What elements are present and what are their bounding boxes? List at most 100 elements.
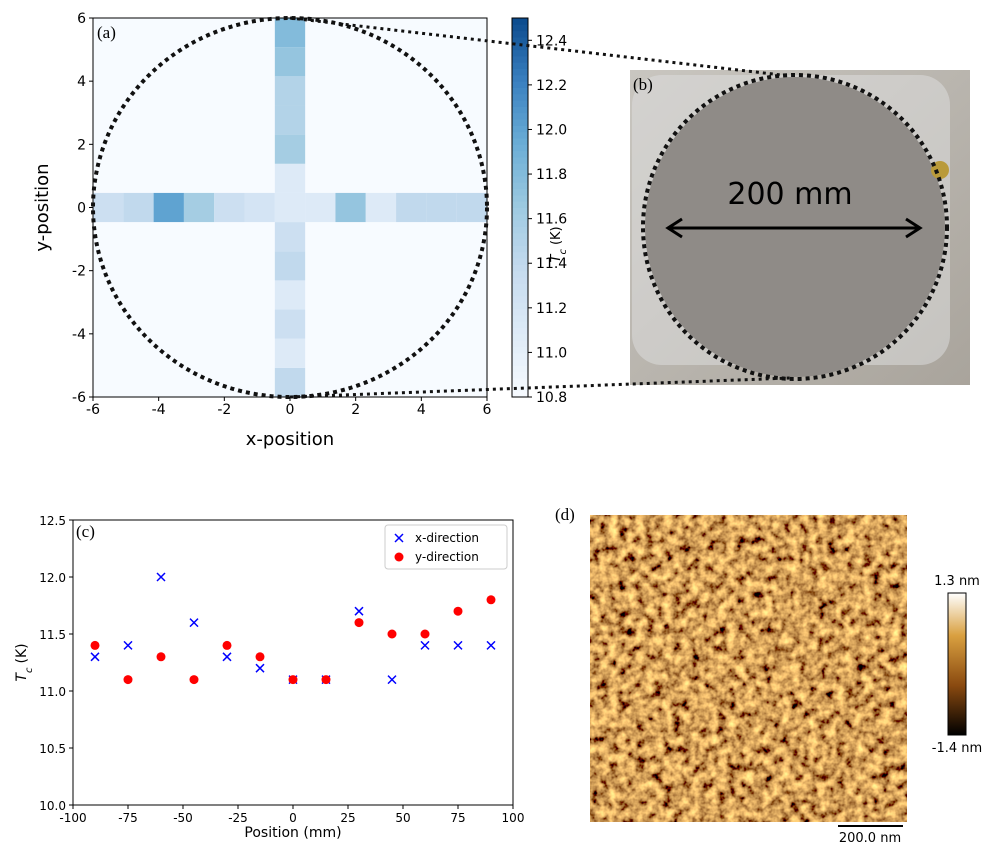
marker — [190, 675, 199, 684]
x-tick-label: 50 — [395, 811, 410, 825]
x-axis-label: Position (mm) — [244, 825, 341, 841]
colorbar-step — [512, 106, 528, 113]
colorbar-step — [512, 18, 528, 25]
panel-label: (c) — [76, 522, 95, 541]
label-subscript: c — [558, 249, 569, 255]
heatmap-cell — [457, 193, 487, 222]
colorbar-min: -1.4 nm — [932, 741, 982, 756]
legend-marker — [395, 553, 404, 562]
marker — [157, 652, 166, 661]
heatmap-cell — [275, 164, 305, 193]
colorbar-step — [512, 346, 528, 353]
y-tick-label: 12.0 — [39, 571, 66, 585]
heatmap-cell — [275, 193, 305, 222]
x-tick-label: -4 — [152, 402, 166, 418]
heatmap-cell — [275, 280, 305, 309]
x-tick-label: 25 — [340, 811, 355, 825]
colorbar-step — [512, 100, 528, 107]
colorbar-step — [512, 132, 528, 139]
colorbar-tick-label: 11.6 — [536, 212, 567, 228]
marker — [487, 595, 496, 604]
heatmap-cell — [275, 339, 305, 368]
colorbar-step — [512, 75, 528, 82]
afm-texture — [590, 515, 907, 822]
colorbar-step — [512, 50, 528, 57]
annotation: 200 mm — [727, 177, 852, 212]
heatmap-cell — [335, 193, 365, 222]
heatmap-cell — [366, 193, 396, 222]
colorbar-step — [512, 334, 528, 341]
colorbar-step — [512, 245, 528, 252]
colorbar-step — [512, 163, 528, 170]
colorbar-step — [512, 214, 528, 221]
colorbar-step — [512, 182, 528, 189]
colorbar-step — [512, 353, 528, 360]
colorbar-step — [512, 208, 528, 215]
colorbar-step — [512, 125, 528, 132]
colorbar-step — [512, 56, 528, 63]
heatmap-cell — [275, 135, 305, 164]
afm-colorbar — [948, 593, 966, 735]
y-tick-label: 4 — [77, 74, 86, 90]
colorbar-tick-label: 12.0 — [536, 122, 567, 138]
heatmap-cell — [275, 251, 305, 280]
y-tick-label: -6 — [72, 390, 86, 406]
colorbar-step — [512, 24, 528, 31]
heatmap-cell — [184, 193, 214, 222]
x-tick-label: -100 — [59, 811, 86, 825]
colorbar-step — [512, 321, 528, 328]
x-tick-label: 2 — [351, 402, 360, 418]
y-tick-label: 0 — [77, 201, 86, 217]
x-tick-label: -25 — [228, 811, 248, 825]
colorbar-tick-label: 11.0 — [536, 345, 567, 361]
colorbar-step — [512, 189, 528, 196]
colorbar-step — [512, 62, 528, 69]
colorbar-max: 1.3 nm — [934, 574, 980, 589]
colorbar-step — [512, 296, 528, 303]
heatmap-cell — [396, 193, 426, 222]
axis-label: Tc(K) — [14, 643, 35, 681]
colorbar-step — [512, 283, 528, 290]
y-tick-label: -4 — [72, 327, 86, 343]
marker — [421, 630, 430, 639]
colorbar-step — [512, 277, 528, 284]
heatmap-cell — [275, 368, 305, 397]
heatmap-cell — [426, 193, 456, 222]
colorbar-step — [512, 69, 528, 76]
y-tick-label: 10.5 — [39, 742, 66, 756]
x-tick-label: 75 — [450, 811, 465, 825]
x-tick-label: 100 — [502, 811, 525, 825]
colorbar-step — [512, 157, 528, 164]
colorbar-tick-label: 11.8 — [536, 167, 567, 183]
colorbar-step — [512, 365, 528, 372]
colorbar-step — [512, 151, 528, 158]
marker — [322, 675, 331, 684]
y-tick-label: -2 — [72, 264, 86, 280]
y-tick-label: 10.0 — [39, 799, 66, 813]
marker — [454, 607, 463, 616]
marker — [223, 641, 232, 650]
marker — [91, 641, 100, 650]
marker — [256, 652, 265, 661]
heatmap-cell — [275, 18, 305, 47]
colorbar-step — [512, 31, 528, 38]
colorbar-tick-label: 12.2 — [536, 78, 567, 94]
colorbar-step — [512, 264, 528, 271]
label-unit: (K) — [549, 226, 564, 245]
legend-label: y-direction — [415, 550, 479, 564]
colorbar-step — [512, 144, 528, 151]
colorbar-step — [512, 138, 528, 145]
colorbar-step — [512, 391, 528, 398]
x-tick-label: 0 — [286, 402, 295, 418]
y-axis-label: y-position — [32, 163, 53, 251]
colorbar-step — [512, 290, 528, 297]
heatmap-cell — [214, 193, 244, 222]
label-subscript: c — [24, 667, 35, 673]
colorbar-step — [512, 302, 528, 309]
colorbar-step — [512, 195, 528, 202]
heatmap-cell — [275, 105, 305, 134]
colorbar-step — [512, 340, 528, 347]
colorbar-tick-label: 10.8 — [536, 390, 567, 406]
x-tick-label: 4 — [417, 402, 426, 418]
heatmap-cell — [154, 193, 184, 222]
